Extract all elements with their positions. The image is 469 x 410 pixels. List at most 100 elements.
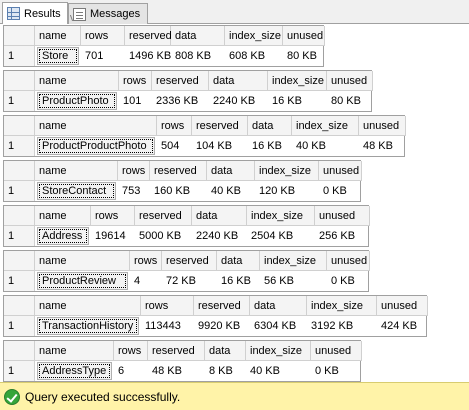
tab-messages[interactable]: Messages xyxy=(68,3,148,24)
cell-data[interactable]: 6304 KB xyxy=(254,320,297,332)
cell-rows[interactable]: 504 xyxy=(161,140,180,152)
cell-rows[interactable]: 753 xyxy=(122,185,141,197)
column-header-name[interactable]: name xyxy=(35,26,81,46)
column-header-reserved[interactable]: reserved xyxy=(192,116,248,136)
column-header-data[interactable]: data xyxy=(205,341,246,361)
row-number-cell[interactable]: 1 xyxy=(4,91,35,111)
result-grid[interactable]: name rows reserved data index_size unused 1 Add… xyxy=(3,205,370,247)
column-header-unused[interactable]: unused xyxy=(359,116,406,136)
cell-name[interactable]: TransactionHistory xyxy=(37,317,139,335)
column-header-reserved[interactable]: reserved xyxy=(152,71,209,91)
cell-data[interactable]: 16 KB xyxy=(252,140,282,152)
cell-unused[interactable]: 0 KB xyxy=(331,275,355,287)
column-header-reserved[interactable]: reserved xyxy=(135,206,192,226)
cell-name[interactable]: Store xyxy=(37,47,79,65)
row-number-cell[interactable]: 1 xyxy=(4,226,35,246)
row-number-cell[interactable]: 1 xyxy=(4,361,35,381)
cell-reserved[interactable]: 1496 KB xyxy=(129,50,172,62)
column-header-index-size[interactable]: index_size xyxy=(246,341,311,361)
cell-unused[interactable]: 424 KB xyxy=(381,320,418,332)
tab-results[interactable]: Results xyxy=(2,2,68,24)
column-header-data[interactable]: data xyxy=(248,116,292,136)
column-header-reserved[interactable]: reserved xyxy=(125,26,172,46)
column-header-data[interactable]: data xyxy=(171,26,225,46)
cell-index-size[interactable]: 56 KB xyxy=(264,275,294,287)
cell-name[interactable]: ProductProductPhoto xyxy=(37,137,155,155)
result-grid[interactable]: name rows reserved data index_size unused 1 Pro… xyxy=(3,70,373,112)
cell-rows[interactable]: 101 xyxy=(123,95,142,107)
cell-rows[interactable]: 113443 xyxy=(145,320,181,332)
column-header-index-size[interactable]: index_size xyxy=(225,26,283,46)
cell-name[interactable]: StoreContact xyxy=(37,182,116,200)
cell-unused[interactable]: 0 KB xyxy=(323,185,347,197)
row-number-cell[interactable]: 1 xyxy=(4,181,35,201)
column-header-rows[interactable]: rows xyxy=(114,341,148,361)
grid-corner-cell[interactable] xyxy=(4,251,35,271)
cell-data[interactable]: 2240 KB xyxy=(213,95,256,107)
column-header-name[interactable]: name xyxy=(35,341,114,361)
cell-data[interactable]: 2240 KB xyxy=(196,230,239,242)
result-grid[interactable]: name rows reserved data index_size unused 1 Pro… xyxy=(3,115,406,157)
cell-unused[interactable]: 256 KB xyxy=(319,230,356,242)
cell-rows[interactable]: 6 xyxy=(118,365,125,377)
grid-corner-cell[interactable] xyxy=(4,26,35,46)
grid-corner-cell[interactable] xyxy=(4,341,35,361)
column-header-data[interactable]: data xyxy=(217,251,260,271)
cell-name[interactable]: Address xyxy=(37,227,89,245)
cell-reserved[interactable]: 48 KB xyxy=(152,365,182,377)
result-grid[interactable]: name rows reserved data index_size unused 1 Sto… xyxy=(3,160,362,202)
column-header-unused[interactable]: unused xyxy=(327,71,373,91)
column-header-name[interactable]: name xyxy=(35,71,119,91)
column-header-reserved[interactable]: reserved xyxy=(194,296,250,316)
grid-corner-cell[interactable] xyxy=(4,71,35,91)
column-header-data[interactable]: data xyxy=(209,71,268,91)
row-number-cell[interactable]: 1 xyxy=(4,46,35,66)
cell-data[interactable]: 8 KB xyxy=(209,365,233,377)
column-header-rows[interactable]: rows xyxy=(118,161,150,181)
cell-reserved[interactable]: 104 KB xyxy=(196,140,233,152)
cell-index-size[interactable]: 40 KB xyxy=(250,365,280,377)
column-header-name[interactable]: name xyxy=(35,116,157,136)
column-header-name[interactable]: name xyxy=(35,206,91,226)
cell-data[interactable]: 16 KB xyxy=(221,275,251,287)
cell-unused[interactable]: 80 KB xyxy=(331,95,361,107)
column-header-name[interactable]: name xyxy=(35,296,141,316)
column-header-unused[interactable]: unused xyxy=(319,161,362,181)
column-header-unused[interactable]: unused xyxy=(283,26,325,46)
grid-corner-cell[interactable] xyxy=(4,206,35,226)
column-header-unused[interactable]: unused xyxy=(327,251,370,271)
cell-reserved[interactable]: 160 KB xyxy=(154,185,191,197)
cell-name[interactable]: AddressType xyxy=(37,362,112,380)
cell-reserved[interactable]: 9920 KB xyxy=(198,320,241,332)
row-number-cell[interactable]: 1 xyxy=(4,271,35,291)
cell-data[interactable]: 40 KB xyxy=(211,185,241,197)
cell-index-size[interactable]: 2504 KB xyxy=(251,230,294,242)
cell-name[interactable]: ProductReview xyxy=(37,272,128,290)
column-header-unused[interactable]: unused xyxy=(311,341,362,361)
column-header-index-size[interactable]: index_size xyxy=(260,251,327,271)
cell-rows[interactable]: 4 xyxy=(134,275,141,287)
cell-rows[interactable]: 701 xyxy=(85,50,104,62)
column-header-data[interactable]: data xyxy=(207,161,255,181)
column-header-name[interactable]: name xyxy=(35,161,118,181)
grid-corner-cell[interactable] xyxy=(4,296,35,316)
grid-corner-cell[interactable] xyxy=(4,116,35,136)
cell-index-size[interactable]: 40 KB xyxy=(296,140,326,152)
result-grid[interactable]: name rows reserved data index_size unused 1 Add… xyxy=(3,340,362,382)
cell-reserved[interactable]: 72 KB xyxy=(166,275,196,287)
cell-index-size[interactable]: 3192 KB xyxy=(311,320,354,332)
column-header-index-size[interactable]: index_size xyxy=(307,296,377,316)
column-header-rows[interactable]: rows xyxy=(119,71,152,91)
grid-corner-cell[interactable] xyxy=(4,161,35,181)
column-header-reserved[interactable]: reserved xyxy=(162,251,217,271)
cell-unused[interactable]: 0 KB xyxy=(315,365,339,377)
column-header-data[interactable]: data xyxy=(192,206,247,226)
result-grid[interactable]: name rows reserved data index_size unused 1 Pro… xyxy=(3,250,370,292)
column-header-index-size[interactable]: index_size xyxy=(247,206,315,226)
cell-reserved[interactable]: 5000 KB xyxy=(139,230,182,242)
column-header-name[interactable]: name xyxy=(35,251,130,271)
column-header-rows[interactable]: rows xyxy=(91,206,135,226)
cell-index-size[interactable]: 16 KB xyxy=(272,95,302,107)
cell-unused[interactable]: 48 KB xyxy=(363,140,393,152)
row-number-cell[interactable]: 1 xyxy=(4,316,35,336)
